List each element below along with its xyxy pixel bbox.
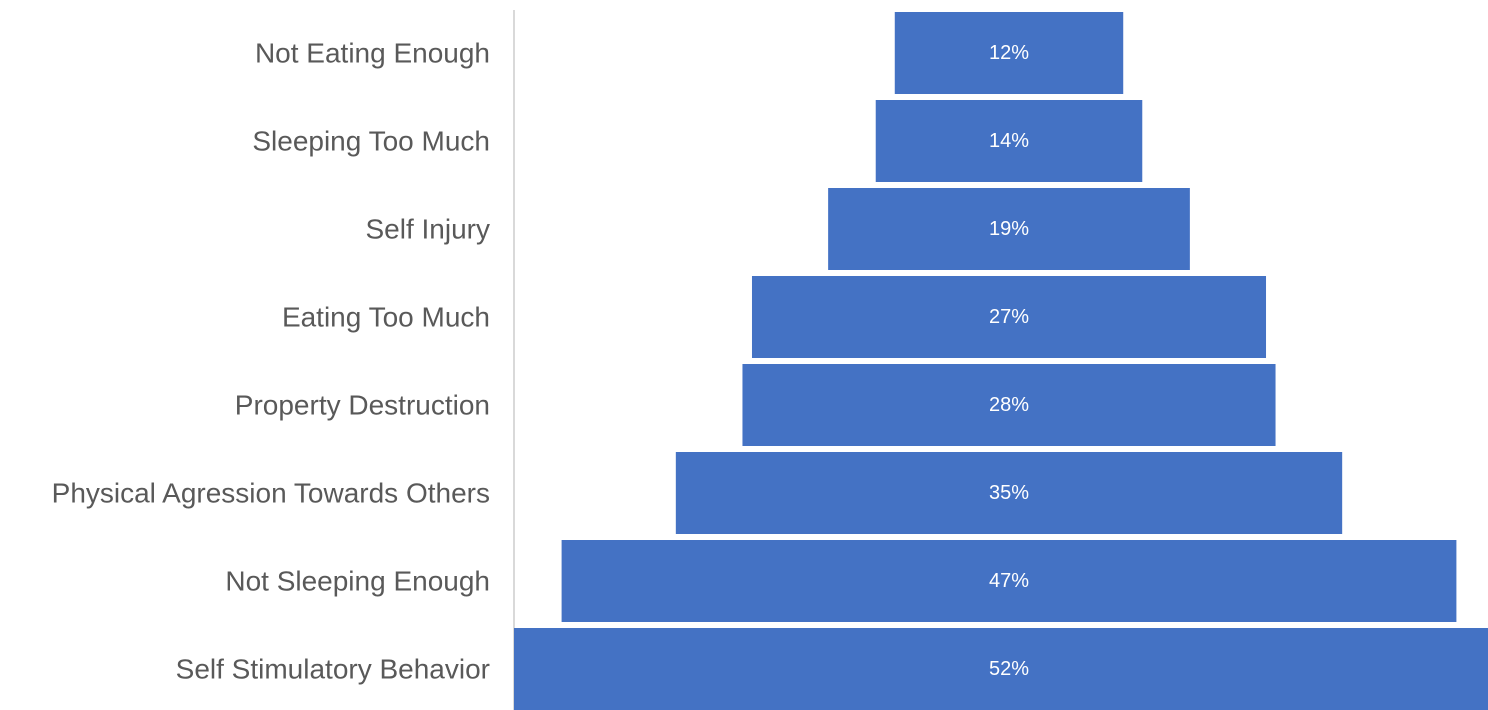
bar-self-injury (828, 188, 1190, 270)
bar-self-stimulatory-behavior (514, 628, 1488, 710)
category-label-self-injury: Self Injury (366, 214, 491, 245)
category-label-self-stimulatory-behavior: Self Stimulatory Behavior (176, 654, 490, 685)
category-label-sleeping-too-much: Sleeping Too Much (252, 126, 490, 157)
category-label-not-eating-enough: Not Eating Enough (255, 38, 490, 69)
bar-physical-agression-towards-others (675, 452, 1343, 534)
data-label-property-destruction: 28% (989, 394, 1029, 416)
data-label-not-eating-enough: 12% (989, 42, 1029, 64)
data-label-physical-agression-towards-others: 35% (989, 482, 1029, 504)
category-label-not-sleeping-enough: Not Sleeping Enough (225, 566, 490, 597)
bar-not-eating-enough (894, 12, 1124, 94)
bar-eating-too-much (751, 276, 1267, 358)
data-labels-group: 12% 14% 19% 27% 28% 35% 47% 52% (989, 42, 1029, 680)
category-label-physical-agression-towards-others: Physical Agression Towards Others (52, 478, 490, 509)
bar-property-destruction (742, 364, 1276, 446)
bar-sleeping-too-much (875, 100, 1143, 182)
category-labels-group: Not Eating Enough Sleeping Too Much Self I… (52, 38, 490, 685)
bar-not-sleeping-enough (561, 540, 1457, 622)
data-label-self-injury: 19% (989, 218, 1029, 240)
category-label-eating-too-much: Eating Too Much (282, 302, 490, 333)
data-label-self-stimulatory-behavior: 52% (989, 658, 1029, 680)
category-label-property-destruction: Property Destruction (235, 390, 490, 421)
data-label-eating-too-much: 27% (989, 306, 1029, 328)
data-label-sleeping-too-much: 14% (989, 130, 1029, 152)
bars-group (514, 12, 1488, 710)
data-label-not-sleeping-enough: 47% (989, 570, 1029, 592)
